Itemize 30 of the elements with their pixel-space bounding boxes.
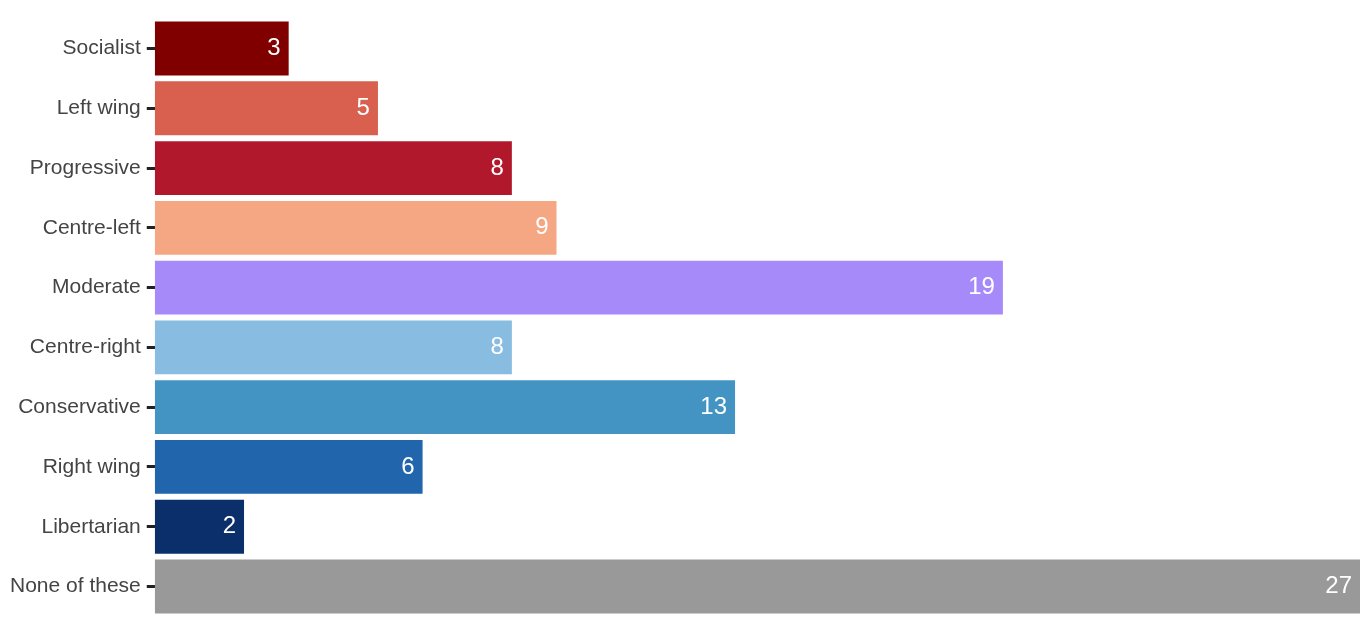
y-tick-label: Progressive <box>29 154 141 178</box>
y-tick-label: Left wing <box>56 95 141 119</box>
y-tick-label: Centre-left <box>42 214 141 238</box>
bar <box>154 440 423 494</box>
data-label: 19 <box>968 272 995 300</box>
data-label: 9 <box>535 212 549 240</box>
bar <box>154 200 557 255</box>
data-label: 3 <box>267 33 281 61</box>
y-tick-label: Centre-right <box>29 334 141 358</box>
data-label: 2 <box>222 511 237 539</box>
bar <box>154 320 512 375</box>
bar <box>154 81 378 136</box>
y-tick-label: Conservative <box>18 393 141 417</box>
y-tick-label: Right wing <box>42 453 141 477</box>
data-label: 13 <box>700 391 728 419</box>
data-label: 5 <box>356 92 370 120</box>
y-tick-label: Socialist <box>62 35 141 59</box>
data-label: 6 <box>401 451 415 479</box>
bar <box>154 499 245 554</box>
bar <box>154 380 736 435</box>
bar <box>154 21 289 76</box>
data-label: 27 <box>1325 571 1352 599</box>
y-tick-label: Moderate <box>52 274 141 298</box>
data-label: 8 <box>490 332 504 360</box>
data-label: 8 <box>490 152 504 180</box>
bar <box>154 559 1360 614</box>
bar <box>154 260 1003 315</box>
y-tick-label: Libertarian <box>41 513 141 537</box>
bar <box>154 141 512 195</box>
y-tick-label: None of these <box>9 573 141 597</box>
